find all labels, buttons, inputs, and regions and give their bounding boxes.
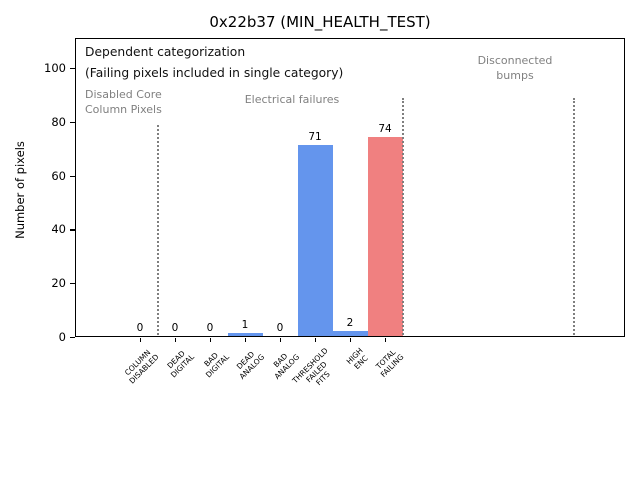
bar (297, 145, 333, 336)
y-tick-label: 0 (58, 330, 66, 344)
x-tick-mark (140, 338, 142, 342)
x-tick-label: HIGH ENC (344, 346, 370, 372)
section-label-line: Column Pixels (85, 103, 162, 116)
x-tick-label: DEAD ANALOG (234, 349, 266, 382)
x-tick-mark (175, 338, 177, 342)
x-tick-mark (315, 338, 317, 342)
y-tick-label: 100 (44, 61, 66, 76)
x-tick-label: COLUMN DISABLED (123, 347, 161, 386)
bar (367, 137, 403, 336)
y-tick-mark (70, 229, 75, 231)
chart-title: 0x22b37 (MIN_HEALTH_TEST) (209, 13, 431, 31)
annotation-heading-line2: (Failing pixels included in single categ… (85, 66, 344, 80)
x-tick-mark (350, 338, 352, 342)
section-label-electrical-failures: Electrical failures (244, 93, 340, 106)
y-tick-label: 20 (51, 276, 66, 291)
plot-area (75, 38, 625, 337)
x-tick-mark (245, 338, 247, 342)
y-tick-label: 60 (51, 168, 66, 183)
bar-value-label: 0 (171, 322, 179, 334)
x-tick-mark (210, 338, 212, 342)
bar-value-label: 0 (276, 322, 284, 334)
y-tick-mark (70, 68, 75, 70)
bar-value-label: 71 (308, 131, 322, 144)
x-tick-label: BAD DIGITAL (201, 350, 231, 380)
section-separator-line (156, 124, 159, 335)
annotation-heading-line1: Dependent categorization (85, 45, 246, 59)
x-tick-mark (280, 338, 282, 342)
y-axis-label: Number of pixels (13, 141, 27, 239)
y-tick-mark (70, 121, 75, 124)
section-label-line: Disabled Core (85, 88, 162, 101)
y-tick-mark (70, 175, 75, 177)
y-tick-mark (70, 283, 75, 285)
x-tick-label: TOTAL FAILING (374, 347, 406, 380)
bar (227, 333, 263, 336)
y-tick-mark (70, 337, 75, 339)
section-label-disconnected-bumps: Disconnected bumps (445, 53, 585, 83)
bar-value-label: 74 (378, 123, 392, 135)
section-separator-line (573, 97, 575, 335)
bar-value-label: 0 (136, 322, 144, 334)
section-label-disabled-core-column-pixels: Disabled Core Column Pixels (85, 87, 162, 117)
bar-value-label: 0 (206, 322, 214, 334)
x-tick-label: DEAD DIGITAL (165, 348, 196, 380)
section-separator-line (401, 97, 404, 335)
section-label-line: bumps (496, 69, 534, 82)
section-label-line: Disconnected (477, 54, 553, 67)
bar (332, 330, 368, 336)
bar-value-label: 1 (241, 319, 249, 332)
x-tick-mark (385, 338, 387, 342)
bar-value-label: 2 (346, 316, 354, 329)
y-tick-label: 80 (51, 114, 66, 129)
y-tick-label: 40 (51, 222, 66, 237)
